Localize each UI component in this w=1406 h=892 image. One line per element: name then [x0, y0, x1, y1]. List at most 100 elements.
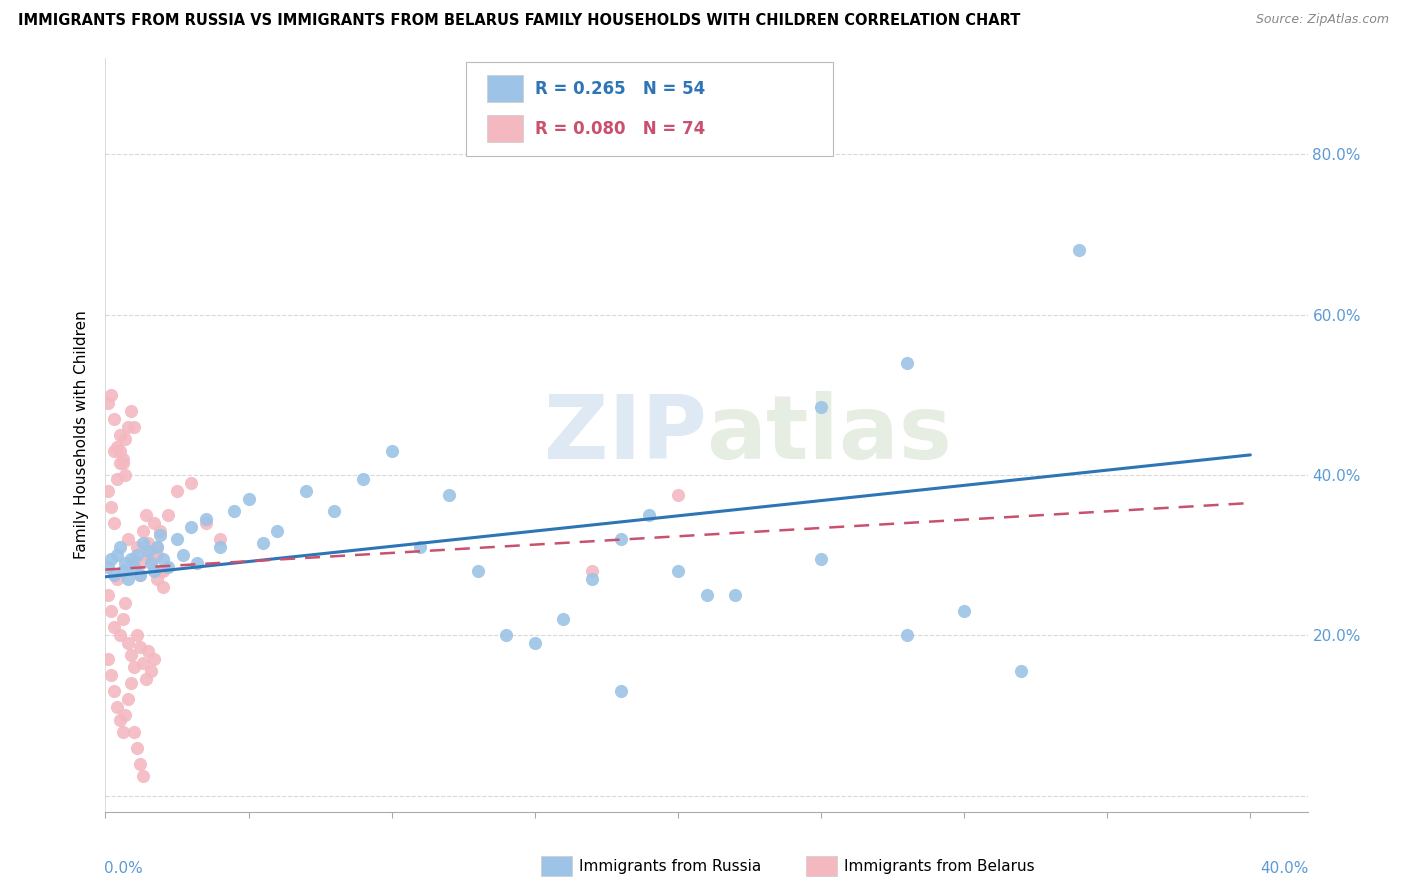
FancyBboxPatch shape	[465, 62, 832, 156]
Point	[125, 628, 148, 642]
Point	[100, 604, 122, 618]
Point	[114, 467, 136, 482]
Point	[108, 443, 131, 458]
Point	[108, 456, 131, 470]
Point	[180, 520, 202, 534]
Point	[131, 657, 153, 671]
Point	[152, 580, 174, 594]
Point	[186, 556, 208, 570]
Point	[103, 620, 125, 634]
Point	[638, 508, 661, 522]
Point	[157, 560, 180, 574]
Point	[208, 540, 231, 554]
Point	[141, 552, 163, 566]
Point	[100, 668, 122, 682]
Point	[135, 508, 157, 522]
Point	[208, 532, 231, 546]
Point	[117, 532, 139, 546]
Point	[120, 404, 142, 418]
Point	[152, 564, 174, 578]
Point	[409, 540, 432, 554]
Point	[467, 564, 489, 578]
Point	[100, 388, 122, 402]
Point	[125, 540, 148, 554]
Point	[97, 560, 120, 574]
Text: R = 0.265   N = 54: R = 0.265 N = 54	[534, 80, 704, 98]
Point	[146, 540, 169, 554]
Point	[131, 524, 153, 538]
Point	[166, 532, 188, 546]
Point	[120, 552, 142, 566]
Point	[100, 500, 122, 514]
Point	[172, 548, 194, 562]
Point	[105, 548, 128, 562]
Point	[252, 536, 274, 550]
Point	[103, 443, 125, 458]
Point	[114, 556, 136, 570]
Bar	[486, 115, 523, 143]
Point	[143, 564, 166, 578]
Point	[97, 396, 120, 410]
Point	[97, 588, 120, 602]
Point	[724, 588, 747, 602]
Point	[103, 684, 125, 698]
Point	[146, 540, 169, 554]
Point	[108, 428, 131, 442]
Point	[896, 356, 918, 370]
Point	[194, 516, 217, 530]
Text: Source: ZipAtlas.com: Source: ZipAtlas.com	[1256, 13, 1389, 27]
Point	[810, 400, 832, 414]
Point	[105, 472, 128, 486]
Point	[97, 652, 120, 666]
Point	[238, 491, 260, 506]
Point	[666, 564, 689, 578]
Point	[117, 692, 139, 706]
Point	[352, 472, 374, 486]
Point	[1010, 665, 1032, 679]
Point	[111, 451, 134, 466]
Point	[117, 420, 139, 434]
Point	[128, 568, 150, 582]
Point	[224, 504, 246, 518]
Point	[108, 713, 131, 727]
Point	[111, 456, 134, 470]
Text: IMMIGRANTS FROM RUSSIA VS IMMIGRANTS FROM BELARUS FAMILY HOUSEHOLDS WITH CHILDRE: IMMIGRANTS FROM RUSSIA VS IMMIGRANTS FRO…	[18, 13, 1021, 29]
Text: Immigrants from Belarus: Immigrants from Belarus	[844, 859, 1035, 873]
Point	[97, 483, 120, 498]
Point	[138, 544, 160, 558]
Point	[128, 568, 150, 582]
Point	[1067, 244, 1090, 258]
Point	[114, 596, 136, 610]
Text: R = 0.080   N = 74: R = 0.080 N = 74	[534, 120, 704, 137]
Point	[437, 488, 460, 502]
Point	[149, 564, 172, 578]
Point	[128, 756, 150, 771]
Point	[149, 528, 172, 542]
Point	[523, 636, 546, 650]
Point	[103, 568, 125, 582]
Point	[138, 644, 160, 658]
Point	[810, 552, 832, 566]
Point	[896, 628, 918, 642]
Point	[120, 648, 142, 663]
Point	[381, 443, 404, 458]
Point	[953, 604, 976, 618]
Point	[122, 560, 145, 574]
Point	[114, 708, 136, 723]
Point	[122, 420, 145, 434]
Point	[157, 508, 180, 522]
Point	[609, 684, 631, 698]
Point	[295, 483, 318, 498]
Text: 40.0%: 40.0%	[1260, 861, 1309, 876]
Text: ZIP: ZIP	[544, 392, 707, 478]
Point	[125, 740, 148, 755]
Point	[117, 636, 139, 650]
Point	[125, 548, 148, 562]
Point	[180, 475, 202, 490]
Point	[666, 488, 689, 502]
Point	[143, 652, 166, 666]
Text: atlas: atlas	[707, 392, 952, 478]
Point	[323, 504, 346, 518]
Point	[105, 440, 128, 454]
Point	[581, 572, 603, 586]
